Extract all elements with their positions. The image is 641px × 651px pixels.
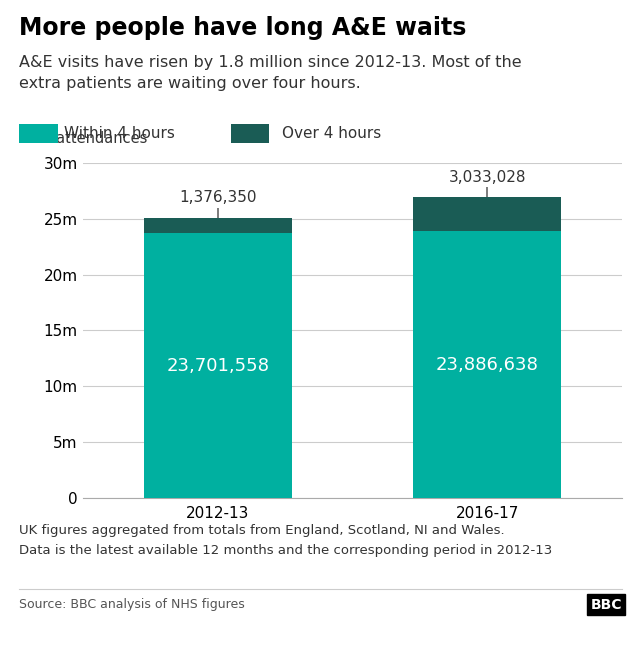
Text: Within 4 hours: Within 4 hours [64, 126, 175, 141]
Text: 23,701,558: 23,701,558 [167, 357, 269, 374]
Text: 1,376,350: 1,376,350 [179, 191, 256, 206]
Text: A&E attendances: A&E attendances [21, 131, 148, 146]
Bar [413, 197, 562, 231]
Text: A&E visits have risen by 1.8 million since 2012-13. Most of the
extra patients a: A&E visits have risen by 1.8 million sin… [19, 55, 522, 91]
Bar [144, 233, 292, 498]
Text: Data is the latest available 12 months and the corresponding period in 2012-13: Data is the latest available 12 months a… [19, 544, 553, 557]
Text: BBC: BBC [590, 598, 622, 612]
Bar [413, 231, 562, 498]
Text: Source: BBC analysis of NHS figures: Source: BBC analysis of NHS figures [19, 598, 245, 611]
Text: 23,886,638: 23,886,638 [436, 355, 538, 374]
Text: 3,033,028: 3,033,028 [449, 170, 526, 185]
Text: UK figures aggregated from totals from England, Scotland, NI and Wales.: UK figures aggregated from totals from E… [19, 524, 505, 537]
Bar [144, 217, 292, 233]
Text: More people have long A&E waits: More people have long A&E waits [19, 16, 467, 40]
Text: Over 4 hours: Over 4 hours [282, 126, 381, 141]
